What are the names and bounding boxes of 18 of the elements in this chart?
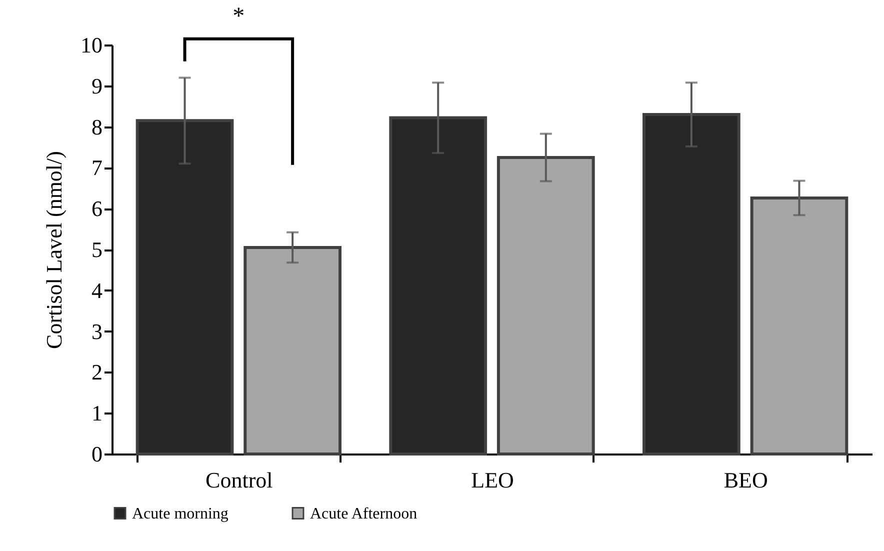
y-tick-label: 4 xyxy=(92,278,102,303)
y-tick-label: 0 xyxy=(92,442,102,466)
x-tick-label: Control xyxy=(206,468,273,492)
x-tick-label: LEO xyxy=(471,468,514,492)
y-tick-label: 9 xyxy=(92,73,102,98)
y-tick-label: 2 xyxy=(92,360,102,385)
y-tick-label: 6 xyxy=(92,196,102,222)
legend-label: Acute morning xyxy=(132,505,228,522)
legend-label: Acute Afternoon xyxy=(310,505,418,522)
y-axis-title: Cortisol Lavel (nmol/) xyxy=(42,151,66,349)
y-tick-label: 5 xyxy=(92,237,102,262)
y-tick-label: 1 xyxy=(92,400,102,426)
y-tick-label: 7 xyxy=(92,155,102,180)
y-tick-label: 10 xyxy=(80,32,102,58)
text: * xyxy=(232,4,245,30)
y-tick-label: 8 xyxy=(92,114,102,140)
x-tick-label: BEO xyxy=(724,468,768,492)
y-tick-label: 3 xyxy=(92,318,102,344)
